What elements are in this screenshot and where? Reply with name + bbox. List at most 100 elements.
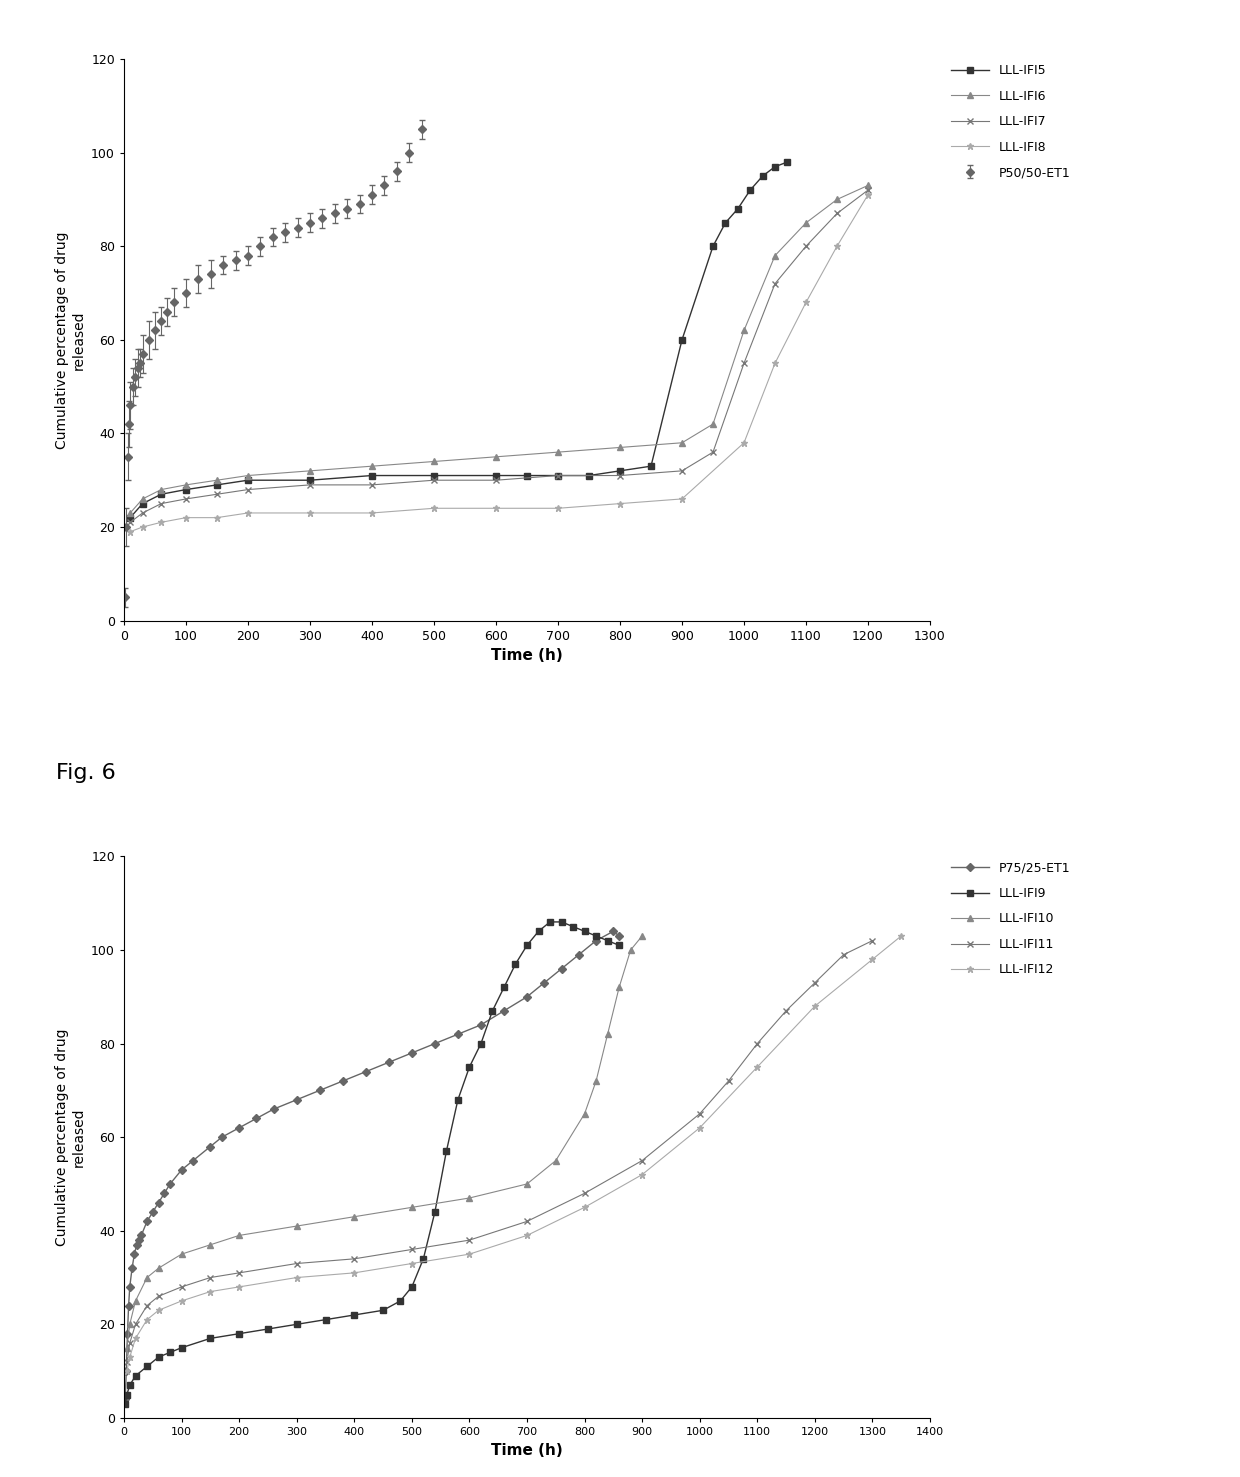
P75/25-ET1 [156,1185,171,1202]
LLL-IFI7 [489,471,503,489]
LLL-IFI9 [140,1357,155,1375]
LLL-IFI5 [644,458,658,476]
Line: LLL-IFI6: LLL-IFI6 [128,183,870,515]
P75/25-ET1 [129,1236,144,1254]
Y-axis label: Cumulative percentage of drug
released: Cumulative percentage of drug released [56,230,86,449]
P75/25-ET1 [126,1245,141,1263]
P75/25-ET1 [232,1120,247,1137]
P75/25-ET1 [140,1213,155,1230]
LLL-IFI10 [600,1025,615,1043]
LLL-IFI9 [554,913,569,931]
LLL-IFI7 [675,462,689,480]
P75/25-ET1 [186,1152,201,1170]
LLL-IFI8 [210,508,224,526]
LLL-IFI5 [743,182,758,199]
LLL-IFI12 [404,1254,419,1272]
LLL-IFI9 [450,1092,465,1109]
LLL-IFI8 [427,499,441,517]
P75/25-ET1 [520,988,534,1006]
LLL-IFI8 [799,294,813,312]
LLL-IFI10 [347,1208,362,1226]
LLL-IFI9 [415,1250,430,1267]
P75/25-ET1 [174,1161,188,1179]
LLL-IFI9 [162,1344,177,1362]
P75/25-ET1 [122,1297,136,1315]
P75/25-ET1 [450,1025,465,1043]
LLL-IFI5 [427,467,441,484]
LLL-IFI6 [427,452,441,470]
LLL-IFI5 [613,462,627,480]
LLL-IFI7 [365,476,379,493]
LLL-IFI9 [289,1316,304,1334]
LLL-IFI11 [174,1278,188,1295]
LLL-IFI11 [836,945,851,963]
Line: LLL-IFI9: LLL-IFI9 [122,919,622,1408]
Legend: LLL-IFI5, LLL-IFI6, LLL-IFI7, LLL-IFI8, P50/50-ET1: LLL-IFI5, LLL-IFI6, LLL-IFI7, LLL-IFI8, … [946,59,1075,185]
LLL-IFI10 [635,928,650,945]
LLL-IFI7 [427,471,441,489]
LLL-IFI9 [203,1329,218,1347]
LLL-IFI5 [675,331,689,349]
LLL-IFI9 [508,956,523,973]
LLL-IFI10 [119,1338,134,1356]
LLL-IFI6 [210,471,224,489]
LLL-IFI10 [123,1316,138,1334]
X-axis label: Time (h): Time (h) [491,1443,563,1458]
LLL-IFI12 [128,1329,143,1347]
LLL-IFI12 [520,1226,534,1244]
LLL-IFI9 [151,1349,166,1366]
LLL-IFI7 [303,476,317,493]
LLL-IFI9 [123,1377,138,1394]
LLL-IFI8 [123,523,138,541]
LLL-IFI9 [474,1035,489,1053]
LLL-IFI12 [203,1282,218,1300]
LLL-IFI6 [303,462,317,480]
P75/25-ET1 [404,1044,419,1062]
Line: LLL-IFI5: LLL-IFI5 [126,158,791,521]
LLL-IFI9 [404,1278,419,1295]
LLL-IFI10 [548,1152,563,1170]
LLL-IFI12 [347,1264,362,1282]
LLL-IFI9 [611,936,626,954]
Legend: P75/25-ET1, LLL-IFI9, LLL-IFI10, LLL-IFI11, LLL-IFI12: P75/25-ET1, LLL-IFI9, LLL-IFI10, LLL-IFI… [946,857,1075,981]
LLL-IFI9 [174,1338,188,1356]
LLL-IFI11 [520,1213,534,1230]
Text: Fig. 6: Fig. 6 [56,762,115,783]
LLL-IFI11 [128,1316,143,1334]
LLL-IFI12 [289,1269,304,1286]
P75/25-ET1 [589,932,604,950]
LLL-IFI11 [232,1264,247,1282]
LLL-IFI8 [768,354,782,372]
P75/25-ET1 [119,1362,134,1380]
LLL-IFI11 [807,973,822,991]
P75/25-ET1 [267,1100,281,1118]
LLL-IFI5 [365,467,379,484]
LLL-IFI7 [135,504,150,521]
LLL-IFI6 [489,448,503,465]
LLL-IFI7 [179,490,193,508]
LLL-IFI10 [289,1217,304,1235]
LLL-IFI8 [135,518,150,536]
LLL-IFI5 [718,214,733,232]
LLL-IFI12 [140,1310,155,1328]
LLL-IFI10 [624,941,639,959]
LLL-IFI5 [489,467,503,484]
LLL-IFI7 [154,495,169,513]
LLL-IFI9 [485,1001,500,1019]
P75/25-ET1 [358,1063,373,1081]
Line: LLL-IFI11: LLL-IFI11 [124,938,875,1365]
LLL-IFI10 [611,979,626,997]
LLL-IFI9 [543,913,558,931]
LLL-IFI10 [520,1176,534,1193]
LLL-IFI6 [768,247,782,264]
LLL-IFI10 [128,1292,143,1310]
P75/25-ET1 [215,1128,229,1146]
LLL-IFI8 [241,504,255,521]
LLL-IFI5 [582,467,596,484]
LLL-IFI5 [551,467,565,484]
LLL-IFI9 [119,1385,134,1403]
LLL-IFI9 [439,1142,454,1159]
LLL-IFI11 [151,1288,166,1306]
LLL-IFI9 [428,1204,443,1221]
LLL-IFI9 [496,979,511,997]
